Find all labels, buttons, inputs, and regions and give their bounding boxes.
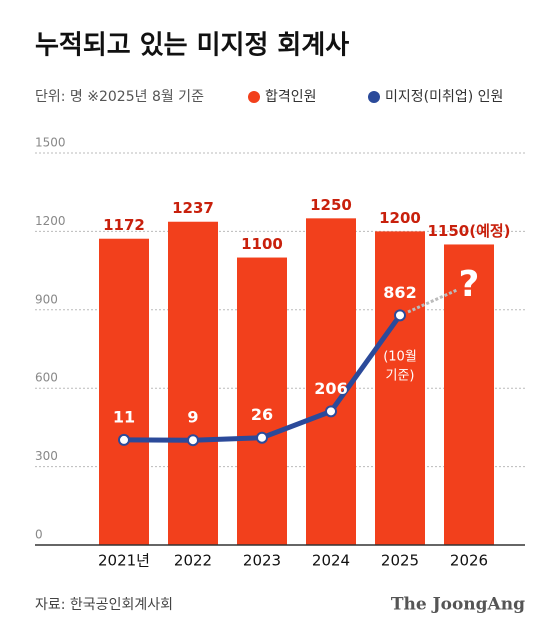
legend-marker [368,91,380,103]
legend-label: 미지정(미취업) 인원 [385,89,503,105]
value-label: 1150(예정) [427,222,510,240]
bar [306,218,356,546]
point-label: 206 [314,379,347,398]
y-tick-label: 600 [35,371,58,385]
x-tick-label: 2023 [243,552,281,570]
bar [375,231,425,545]
chart-title: 누적되고 있는 미지정 회계사 [35,31,349,61]
point-label: 26 [251,405,273,424]
y-tick-label: 300 [35,449,58,463]
point [394,309,406,322]
point [118,433,130,446]
bar [444,244,494,545]
bar [99,238,149,545]
legend-marker [248,91,260,103]
annotation: ? [459,264,480,305]
source: 자료: 한국공인회계사회 [35,597,173,613]
y-tick-label: 900 [35,292,58,306]
point [325,405,337,418]
value-label: 1200 [379,209,421,227]
projection-line [407,288,458,314]
value-label: 1250 [310,196,352,214]
point-label: 11 [113,407,135,426]
point [187,434,199,447]
y-tick-label: 1200 [35,214,66,228]
x-tick-label: 2022 [174,552,212,570]
x-tick-label: 2024 [312,552,350,570]
x-tick-label: 2026 [450,552,488,570]
x-tick-label: 2021년 [98,552,150,570]
y-tick-label: 1500 [35,136,66,150]
bar [168,221,218,546]
x-tick-label: 2025 [381,552,419,570]
value-label: 1172 [103,216,145,234]
annotation: 기준) [386,369,415,384]
point-label: 9 [187,408,198,427]
point-label: 862 [383,283,416,302]
point [256,431,268,444]
subtitle: 단위: 명 ※2025년 8월 기준 [35,89,204,105]
bar [237,257,287,545]
value-label: 1100 [241,235,283,253]
brand: The JoongAng [391,595,525,615]
value-label: 1237 [172,199,214,217]
annotation: (10월 [383,350,417,365]
legend-label: 합격인원 [265,89,317,105]
y-tick-label: 0 [35,528,43,542]
